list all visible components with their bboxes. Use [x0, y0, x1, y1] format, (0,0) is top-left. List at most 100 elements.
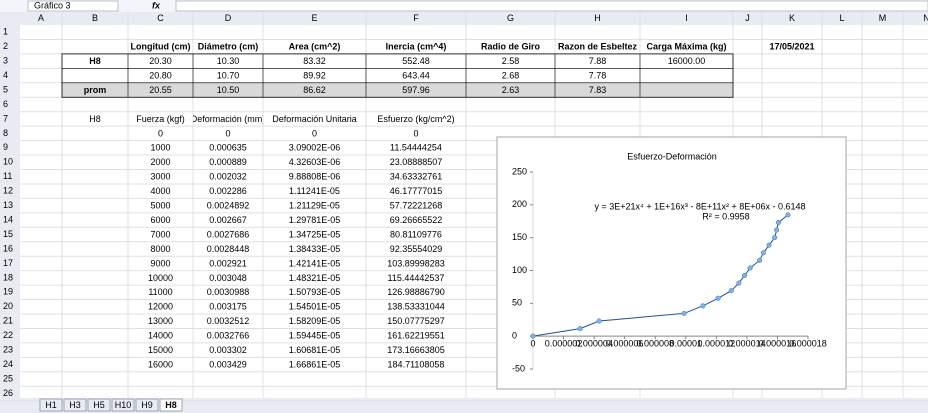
sheet-tab-label: H1 [45, 400, 57, 410]
data-point [774, 227, 780, 233]
row-header: 5 [3, 84, 8, 94]
cell: 0.003175 [209, 302, 247, 312]
cell: 69.26665522 [390, 215, 443, 225]
data-point [760, 250, 766, 256]
cell: 1.34725E-05 [289, 229, 341, 239]
cell: 0.0030988 [207, 287, 250, 297]
chart-title: Esfuerzo-Deformación [627, 151, 717, 161]
cell: 4.32603E-06 [289, 157, 341, 167]
column-header: L [839, 13, 844, 23]
sheet-tab-label: H3 [69, 400, 81, 410]
cell: 1.29781E-05 [289, 215, 341, 225]
cell: 13000 [148, 316, 173, 326]
cell: 17/05/2021 [769, 42, 814, 52]
cell: 1.66861E-05 [289, 359, 341, 369]
row-header: 3 [3, 56, 8, 66]
cell: 20.80 [149, 70, 172, 80]
formula-input[interactable] [175, 0, 928, 12]
row-header: 6 [3, 99, 8, 109]
row-header: 23 [3, 345, 13, 355]
column-header-bar [0, 12, 928, 25]
column-header: N [923, 13, 928, 23]
sheet-tab[interactable] [111, 398, 135, 412]
cell: 115.44442537 [388, 273, 445, 283]
column-header: A [38, 13, 44, 23]
cell: 10.30 [217, 56, 240, 66]
cell: 7.88 [589, 56, 607, 66]
data-point [775, 219, 782, 226]
x-tick-label: 0.000006 [606, 339, 644, 349]
column-header: F [413, 13, 419, 23]
cell: Razon de Esbeltez [558, 42, 638, 52]
column-header: C [157, 13, 164, 23]
cell: 7000 [150, 229, 170, 239]
x-tick-label: 0.000008 [636, 339, 674, 349]
sheet-tab[interactable] [159, 398, 183, 412]
cell: 1.21129E-05 [289, 201, 340, 211]
x-tick-label: 0.000014 [728, 339, 766, 349]
fx-icon[interactable]: fx [152, 0, 161, 10]
cell: 2.63 [502, 85, 520, 95]
cell: 86.62 [303, 85, 326, 95]
x-tick-label: 0.000002 [545, 339, 583, 349]
row-header: 19 [3, 287, 13, 297]
cell: 89.92 [303, 70, 326, 80]
name-box[interactable] [27, 0, 119, 12]
cell: 0.002667 [209, 215, 247, 225]
table-border [61, 53, 734, 98]
x-tick-label: 0.000018 [789, 339, 827, 349]
cell: 7.83 [589, 85, 607, 95]
cell: 10.50 [217, 85, 240, 95]
cell: Carga Máxima (kg) [646, 42, 726, 52]
sheet-tab-label: H5 [93, 400, 105, 410]
sheet-tab-label: H8 [165, 400, 177, 410]
column-header: B [92, 13, 98, 23]
cell: 8000 [150, 244, 170, 254]
data-point [785, 212, 791, 218]
cell: 0.0032512 [207, 316, 250, 326]
cell: 0.0027686 [207, 229, 250, 239]
row-header: 17 [3, 258, 13, 268]
cell: 1.50793E-05 [289, 287, 341, 297]
sheet-tab[interactable] [39, 398, 63, 412]
column-header: H [594, 13, 601, 23]
sheet-tab-bar [0, 398, 928, 413]
sheet-tab-label: H10 [115, 400, 132, 410]
cell: 20.30 [149, 56, 172, 66]
data-point [747, 265, 753, 271]
cell: 9.88808E-06 [289, 172, 341, 182]
data-point [757, 257, 763, 263]
sheet-tab[interactable] [135, 398, 159, 412]
row-header: 14 [3, 214, 13, 224]
cell: 2000 [150, 157, 170, 167]
cell: 0.0024892 [207, 201, 250, 211]
column-header: I [685, 13, 688, 23]
cell: 16000 [148, 359, 173, 369]
cell: 1.38433E-05 [289, 244, 341, 254]
cell: 2.58 [502, 56, 520, 66]
sheet-tab[interactable] [87, 398, 111, 412]
cell: 0.000635 [209, 143, 247, 153]
y-tick-label: 100 [512, 265, 527, 275]
cell: Deformación Unitaria [272, 114, 357, 124]
cell: 15000 [148, 345, 173, 355]
cell: 0.002286 [209, 186, 247, 196]
cell: Esfuerzo (kg/cm^2) [377, 114, 454, 124]
row-header-bar [0, 25, 20, 398]
cell: 10.70 [217, 70, 240, 80]
cell: 57.72221268 [390, 201, 443, 211]
y-tick-label: 150 [512, 232, 527, 242]
cell: 0 [158, 128, 163, 138]
cell: 6000 [150, 215, 170, 225]
row-header: 20 [3, 301, 13, 311]
cell: 1.58209E-05 [289, 316, 341, 326]
cell: Deformación (mm) [191, 114, 266, 124]
cell: 7.78 [589, 70, 607, 80]
sheet-tab[interactable] [63, 398, 87, 412]
cell: Area (cm^2) [289, 42, 341, 52]
cell: H8 [89, 56, 101, 66]
data-point [715, 295, 721, 301]
cell: 34.63332761 [390, 172, 443, 182]
cell: 14000 [148, 331, 173, 341]
